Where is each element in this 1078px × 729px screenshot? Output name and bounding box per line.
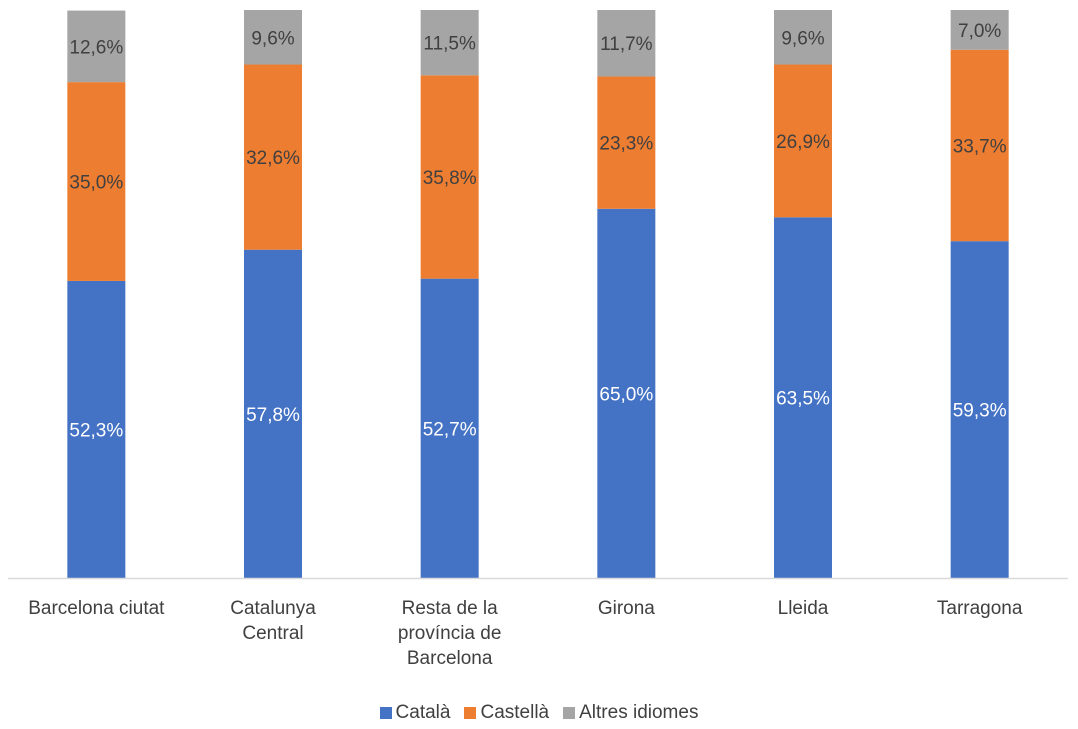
data-label: 26,9% bbox=[776, 132, 830, 153]
legend-swatch-altres bbox=[563, 707, 576, 719]
category-label: Catalunya Central bbox=[230, 598, 316, 644]
data-label: 7,0% bbox=[958, 21, 1001, 42]
data-label: 52,3% bbox=[69, 420, 123, 441]
data-label: 33,7% bbox=[953, 136, 1007, 157]
bar-segment bbox=[244, 10, 302, 65]
legend-swatch-catala bbox=[379, 707, 392, 719]
legend-item-catala: Català bbox=[379, 702, 451, 724]
data-label: 59,3% bbox=[953, 401, 1007, 422]
legend-swatch-castella bbox=[464, 707, 477, 719]
bar-segment bbox=[597, 76, 656, 209]
bar-segment bbox=[950, 10, 1009, 50]
category-label: Barcelona ciutat bbox=[28, 598, 165, 619]
legend-label-castella: Castellà bbox=[480, 702, 550, 723]
data-label: 11,5% bbox=[423, 34, 476, 55]
category-label: Lleida bbox=[778, 598, 829, 619]
data-label: 35,0% bbox=[69, 173, 123, 194]
bar-segment bbox=[950, 49, 1009, 242]
bar-segment bbox=[950, 241, 1009, 578]
bar-segment bbox=[774, 217, 832, 578]
data-label: 9,6% bbox=[781, 28, 824, 49]
bar-segment bbox=[244, 249, 302, 579]
data-label: 32,6% bbox=[246, 148, 300, 169]
data-label: 57,8% bbox=[246, 405, 300, 426]
bar-segment bbox=[67, 280, 126, 578]
data-label: 11,7% bbox=[600, 34, 653, 55]
legend-label-catala: Català bbox=[395, 702, 451, 723]
bar-segment bbox=[67, 82, 126, 281]
category-label: Resta de la província de Barcelona bbox=[398, 598, 502, 669]
bar-segment bbox=[774, 10, 832, 65]
data-label: 12,6% bbox=[69, 37, 123, 58]
bar-segment bbox=[774, 64, 832, 218]
legend-item-altres: Altres idiomes bbox=[563, 702, 698, 724]
bar-segment bbox=[420, 75, 479, 279]
bar-segment bbox=[244, 64, 302, 250]
category-label: Girona bbox=[598, 598, 655, 619]
data-label: 9,6% bbox=[251, 28, 294, 49]
legend: Català Castellà Altres idiomes bbox=[0, 702, 1078, 724]
data-label: 63,5% bbox=[776, 389, 830, 410]
bar-segment bbox=[420, 10, 479, 76]
bar-segment bbox=[67, 10, 126, 83]
data-label: 23,3% bbox=[599, 134, 653, 155]
bar-segment bbox=[597, 208, 656, 579]
legend-label-altres: Altres idiomes bbox=[579, 702, 699, 723]
category-label: Tarragona bbox=[937, 598, 1023, 619]
data-label: 65,0% bbox=[599, 384, 653, 405]
bar-segment bbox=[420, 278, 479, 578]
legend-item-castella: Castellà bbox=[464, 702, 549, 724]
data-label: 35,8% bbox=[423, 168, 477, 189]
data-label: 52,7% bbox=[423, 419, 477, 440]
bar-segment bbox=[597, 10, 656, 77]
